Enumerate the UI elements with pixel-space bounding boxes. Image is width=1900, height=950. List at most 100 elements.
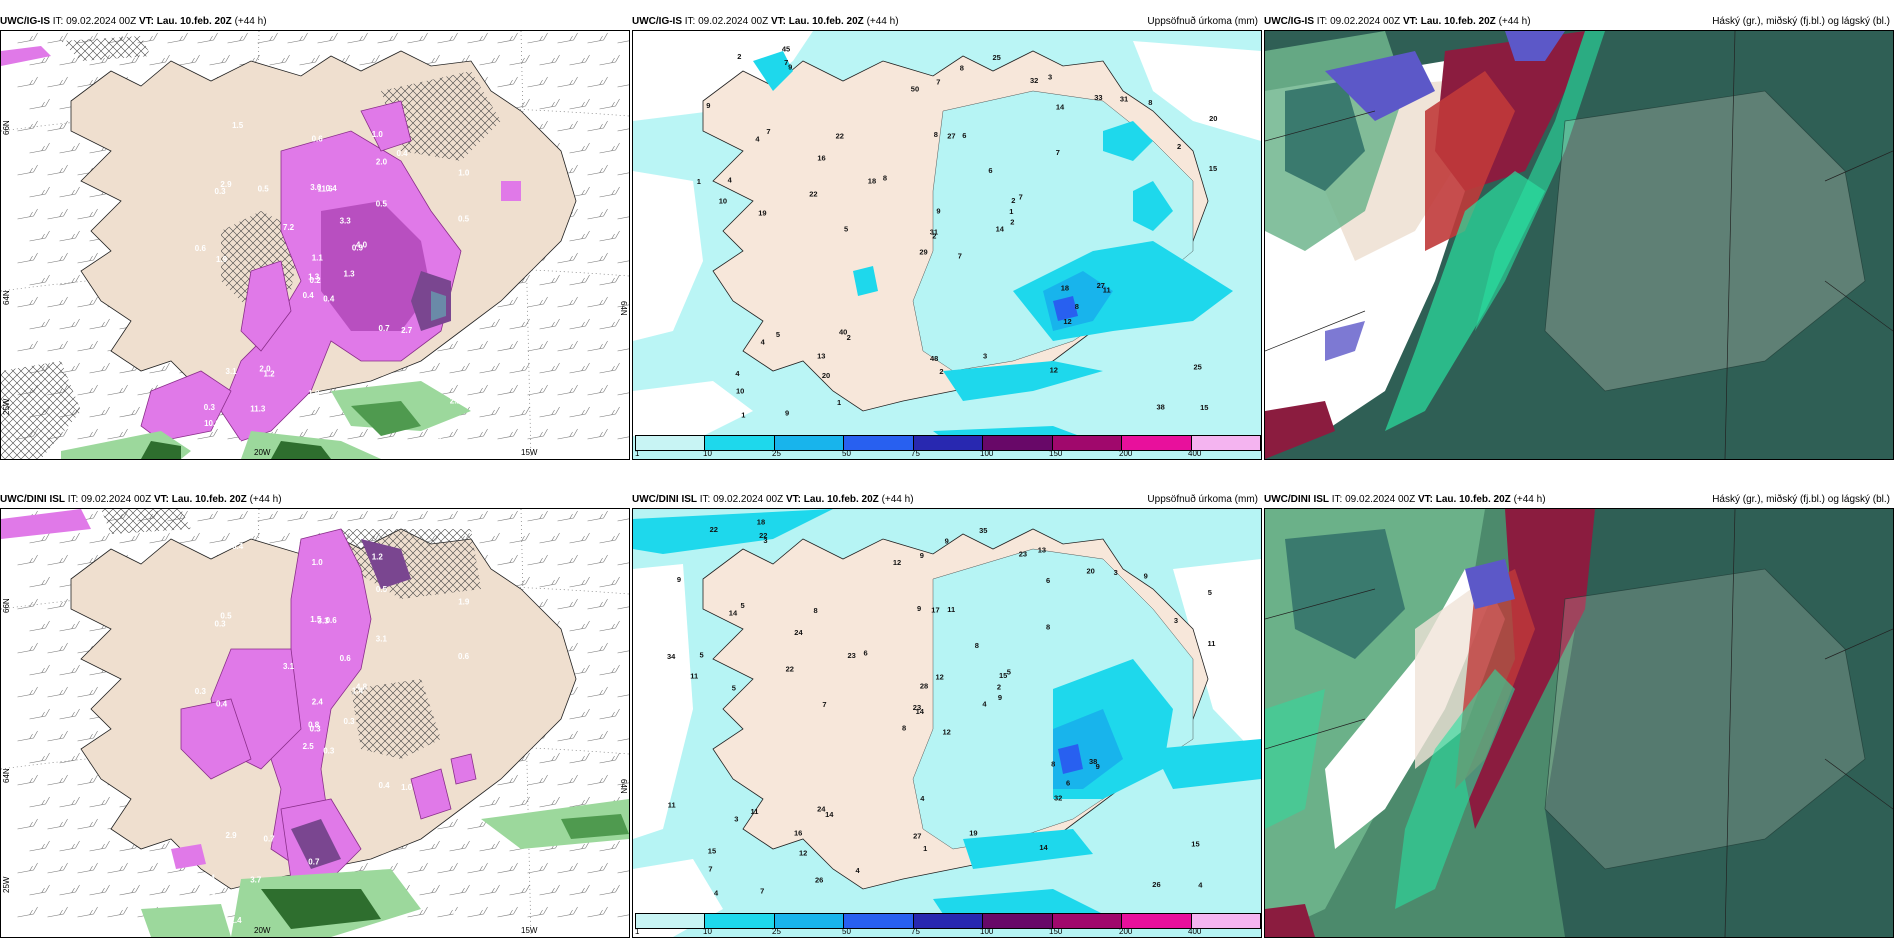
precip-value: 7 (822, 700, 826, 709)
precip-value: 1.0 (372, 130, 384, 139)
precip-value: 26 (815, 876, 823, 885)
wind-barb (317, 428, 338, 440)
wind-barb (29, 884, 50, 896)
wind-barb (437, 818, 458, 830)
wind-barb (527, 862, 548, 874)
wind-barb (197, 32, 218, 44)
wind-barb (479, 54, 500, 66)
map-area: 12 14 14 15 15 14 13 11 6 4 3 4 5 5 8 8 7 9 8 11 6 7 12 17 5 9 5 9 1… (632, 508, 1262, 938)
precip-value: 5 (732, 684, 736, 693)
wind-barb (599, 362, 620, 374)
lat-label: 66N (2, 598, 11, 613)
wind-barb (59, 884, 80, 896)
wind-barb (197, 510, 218, 522)
wind-barb (569, 840, 590, 852)
precip-value: 50 (911, 84, 919, 93)
wind-barb (587, 642, 608, 654)
wind-barb (509, 884, 530, 896)
cbar-swatch (1122, 914, 1192, 928)
wind-barb (599, 840, 620, 852)
wind-barb (599, 98, 620, 110)
wind-barb (437, 340, 458, 352)
wind-barb (179, 532, 200, 544)
map-area: 0.4 0.3 0.2 0.3 0.9 1.2 1.0 0.4 2.0 1.3 1.5 2.2 1.9 1… (0, 30, 630, 460)
precip-value: 3.3 (318, 616, 330, 625)
wind-barb (539, 274, 560, 286)
precip-value: 7.2 (283, 223, 295, 232)
wind-barb (59, 532, 80, 544)
wind-barb (29, 318, 50, 330)
wind-barb (17, 774, 38, 786)
precip-value: 31 (1120, 95, 1128, 104)
precip-magenta (1, 46, 521, 442)
precip-value: 0.5 (376, 585, 388, 594)
panel-right-title: Háský (gr.), miðský (fj.bl.) og lágský (… (1712, 494, 1890, 505)
precip-value: 0.5 (220, 612, 232, 621)
precip-value: 3.0 (310, 183, 322, 192)
wind-barb (467, 906, 488, 918)
wind-barb (317, 32, 338, 44)
wind-barb (599, 708, 620, 720)
wind-barb (617, 128, 629, 132)
precip-value: 8 (1051, 760, 1055, 769)
precip-value: 0.6 (326, 616, 338, 625)
precip-value: 2.7 (401, 326, 413, 335)
panel-title: UWC/IG-IS IT: 09.02.2024 00Z VT: Lau. 10… (632, 13, 1262, 30)
map-area: 0.3 0.3 0.3 0.4 1.4 0.7 1.2 0.6 0.5 0.3 0.4 0.8 0.4 1… (0, 508, 630, 938)
precip-value: 11 (668, 801, 676, 810)
precip-value: 3 (734, 815, 738, 824)
precip-value: 18 (1061, 283, 1069, 292)
wind-barb (569, 318, 590, 330)
lon-label: 15W (521, 448, 538, 457)
wind-barb (569, 406, 590, 418)
wind-barb (569, 532, 590, 544)
lon-label: 25W (2, 876, 11, 893)
wind-barb (557, 384, 578, 396)
panel-title: UWC/DINI ISL IT: 09.02.2024 00Z VT: Lau.… (632, 491, 1262, 508)
precip-value: 2.5 (303, 742, 315, 751)
wind-barb (509, 54, 530, 66)
precip-value: 3.3 (340, 216, 352, 225)
hatch-area (351, 679, 441, 759)
precip-value: 0.5 (258, 185, 270, 194)
wind-barb (617, 870, 629, 874)
wind-barb (107, 906, 128, 918)
wind-barb (47, 252, 68, 264)
cbar-label: 50 (842, 449, 851, 458)
wind-barb (359, 54, 380, 66)
precip-green (141, 799, 629, 937)
precip-value: 11.6 (318, 184, 334, 193)
wind-barb (497, 774, 518, 786)
precip-value: 3 (1174, 616, 1178, 625)
wind-barb (17, 120, 38, 132)
cbar-label: 200 (1119, 449, 1133, 458)
precip-value: 3.7 (250, 876, 262, 885)
wind-barb (587, 252, 608, 264)
cloud-map-1 (1265, 31, 1893, 459)
panel-bottom-middle-accum-precip: UWC/DINI ISL IT: 09.02.2024 00Z VT: Lau.… (632, 491, 1262, 938)
wind-barb (509, 406, 530, 418)
precip-value: 2 (737, 52, 741, 61)
wind-barb (437, 428, 458, 440)
precip-value: 5 (776, 330, 780, 339)
precip-value: 15 (1200, 403, 1208, 412)
precip-value: 0.3 (344, 717, 356, 726)
precip-value: 9 (945, 537, 949, 546)
precip-value: 0.5 (458, 215, 470, 224)
wind-barb (47, 642, 68, 654)
precip-value: 1 (837, 398, 841, 407)
wind-barb (617, 606, 629, 610)
wind-barb (119, 884, 140, 896)
precip-value: 11 (1208, 639, 1216, 648)
wind-barb (47, 296, 68, 308)
wind-barb (89, 318, 110, 330)
wind-barb (497, 428, 518, 440)
wind-barb (17, 296, 38, 308)
wind-barb (587, 554, 608, 566)
wind-barb (347, 428, 368, 440)
wind-barb (539, 98, 560, 110)
precip-value: 9 (917, 604, 921, 613)
precip-value: 1.5 (310, 615, 322, 624)
wind-barb (497, 862, 518, 874)
wind-barb (77, 906, 98, 918)
